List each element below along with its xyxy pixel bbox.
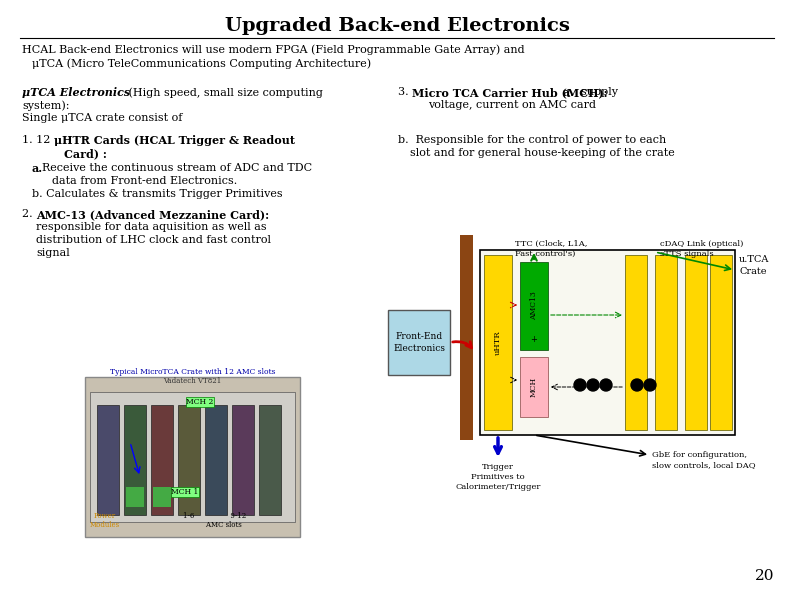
- Bar: [520, 357, 548, 417]
- Bar: [151, 405, 173, 515]
- Bar: [90, 392, 295, 522]
- Text: Card) :: Card) :: [64, 148, 107, 159]
- Bar: [520, 262, 548, 350]
- Text: TTC (Clock, L1A,: TTC (Clock, L1A,: [515, 240, 588, 248]
- Text: system):: system):: [22, 100, 70, 111]
- Circle shape: [631, 379, 643, 391]
- Text: signal: signal: [36, 248, 70, 258]
- FancyArrowPatch shape: [453, 342, 472, 348]
- Text: 2.: 2.: [22, 209, 36, 219]
- Text: 1. 12: 1. 12: [22, 135, 54, 145]
- Bar: [460, 235, 473, 440]
- Text: μHTR Cards (HCAL Trigger & Readout: μHTR Cards (HCAL Trigger & Readout: [54, 135, 295, 146]
- Circle shape: [574, 379, 586, 391]
- Text: Upgraded Back-end Electronics: Upgraded Back-end Electronics: [225, 17, 569, 35]
- Text: b.  Responsible for the control of power to each: b. Responsible for the control of power …: [398, 135, 666, 145]
- Text: AMC-13 (Advanced Mezzanine Card):: AMC-13 (Advanced Mezzanine Card):: [36, 209, 269, 220]
- Text: 1-6                9-12
        AMC slots: 1-6 9-12 AMC slots: [183, 512, 247, 529]
- Text: HCAL Back-end Electronics will use modern FPGA (Field Programmable Gate Array) a: HCAL Back-end Electronics will use moder…: [22, 44, 525, 55]
- Bar: [480, 250, 735, 435]
- Text: sTTS signals: sTTS signals: [660, 250, 714, 258]
- Bar: [85, 377, 300, 537]
- Text: voltage, current on AMC card: voltage, current on AMC card: [428, 100, 596, 110]
- Text: Power
Modules: Power Modules: [90, 512, 120, 529]
- Text: Receive the continuous stream of ADC and TDC: Receive the continuous stream of ADC and…: [42, 163, 312, 173]
- Text: 20: 20: [754, 569, 774, 583]
- Bar: [97, 405, 119, 515]
- Text: Micro TCA Carrier Hub (MCH):: Micro TCA Carrier Hub (MCH):: [412, 87, 607, 98]
- Bar: [710, 255, 732, 430]
- Text: Typical MicroTCA Crate with 12 AMC slots: Typical MicroTCA Crate with 12 AMC slots: [110, 368, 276, 376]
- Text: GbE for configuration,
slow controls, local DAQ: GbE for configuration, slow controls, lo…: [652, 451, 756, 469]
- Text: Front-End
Electronics: Front-End Electronics: [393, 332, 445, 353]
- Text: a.: a.: [559, 87, 574, 98]
- Text: Crate: Crate: [739, 267, 766, 276]
- Text: responsible for data aquisition as well as: responsible for data aquisition as well …: [36, 222, 267, 232]
- Bar: [153, 487, 171, 507]
- Text: MCH 1: MCH 1: [172, 488, 198, 496]
- Bar: [126, 487, 144, 507]
- Text: μTCA Electronics: μTCA Electronics: [22, 87, 130, 98]
- Text: MCH: MCH: [530, 377, 538, 397]
- Text: AMC13: AMC13: [530, 292, 538, 321]
- Text: (High speed, small size computing: (High speed, small size computing: [125, 87, 323, 98]
- Bar: [685, 255, 707, 430]
- Bar: [205, 405, 227, 515]
- Bar: [124, 405, 146, 515]
- Text: supply: supply: [574, 87, 618, 97]
- Circle shape: [587, 379, 599, 391]
- Text: data from Front-end Electronics.: data from Front-end Electronics.: [52, 176, 237, 186]
- Bar: [232, 405, 254, 515]
- Text: 3.: 3.: [398, 87, 412, 97]
- Text: u.TCA: u.TCA: [739, 255, 769, 264]
- Text: b. Calculates & transmits Trigger Primitives: b. Calculates & transmits Trigger Primit…: [32, 189, 283, 199]
- Bar: [625, 255, 647, 430]
- Bar: [655, 255, 677, 430]
- Circle shape: [644, 379, 656, 391]
- Text: uHTR: uHTR: [494, 330, 502, 355]
- Text: slot and for general house-keeping of the crate: slot and for general house-keeping of th…: [410, 148, 675, 158]
- Text: Single μTCA crate consist of: Single μTCA crate consist of: [22, 113, 183, 123]
- Text: MCH 2: MCH 2: [187, 398, 214, 406]
- Bar: [388, 310, 450, 375]
- Text: Trigger
Primitives to
Calorimeter/Trigger: Trigger Primitives to Calorimeter/Trigge…: [455, 463, 541, 491]
- Text: cDAQ Link (optical): cDAQ Link (optical): [660, 240, 743, 248]
- Text: μTCA (Micro TeleCommunications Computing Architecture): μTCA (Micro TeleCommunications Computing…: [32, 58, 371, 68]
- Text: a.: a.: [32, 163, 43, 174]
- Bar: [259, 405, 281, 515]
- Text: Fast control's): Fast control's): [515, 250, 576, 258]
- Text: +: +: [530, 335, 538, 344]
- Circle shape: [600, 379, 612, 391]
- Bar: [178, 405, 200, 515]
- Text: Vadatech VT821: Vadatech VT821: [164, 377, 222, 385]
- Text: distribution of LHC clock and fast control: distribution of LHC clock and fast contr…: [36, 235, 271, 245]
- Bar: [484, 255, 512, 430]
